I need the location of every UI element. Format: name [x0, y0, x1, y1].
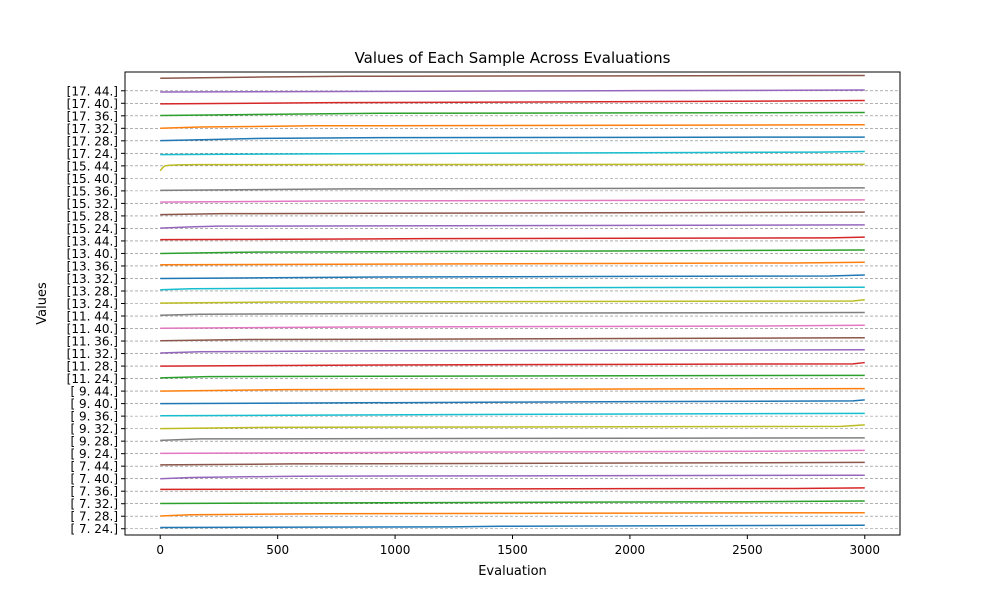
y-tick-label: [11. 32.]	[67, 347, 118, 361]
series-line-12	[160, 374, 865, 379]
y-tick-label: [15. 32.]	[67, 197, 118, 211]
x-tick-label: 0	[156, 543, 164, 557]
series-line-9	[160, 412, 865, 417]
y-tick-label: [11. 36.]	[67, 335, 118, 349]
x-axis-ticks: 0 500 1000 1500 2000 2500 3000	[156, 535, 880, 557]
y-tick-label: [ 9. 28.]	[70, 435, 118, 449]
series-line-3	[160, 487, 865, 491]
y-tick-label: [ 7. 36.]	[70, 485, 118, 499]
y-tick-label: [13. 44.]	[67, 234, 118, 248]
series-line-26	[160, 199, 865, 203]
x-tick-label: 1000	[380, 543, 411, 557]
series-line-18	[160, 299, 865, 304]
series-line-25	[160, 211, 865, 216]
y-tick-label: [15. 40.]	[67, 172, 118, 186]
series-line-31	[160, 124, 865, 130]
series-line-5	[160, 461, 865, 466]
series-line-24	[160, 224, 865, 229]
y-tick-label: [17. 44.]	[67, 84, 118, 98]
y-tick-label: [ 9. 24.]	[70, 447, 118, 461]
grid-lines	[125, 90, 900, 530]
y-tick-label: [ 9. 40.]	[70, 397, 118, 411]
y-tick-label: [13. 32.]	[67, 272, 118, 286]
y-tick-label: [ 9. 36.]	[70, 410, 118, 424]
y-tick-label: [15. 24.]	[67, 222, 118, 236]
series-line-33	[160, 99, 865, 105]
y-tick-label: [11. 24.]	[67, 372, 118, 386]
series-line-29	[160, 150, 865, 156]
y-tick-label: [11. 40.]	[67, 322, 118, 336]
y-tick-label: [ 7. 32.]	[70, 497, 118, 511]
y-tick-label: [11. 28.]	[67, 360, 118, 374]
y-tick-label: [15. 36.]	[67, 184, 118, 198]
y-tick-label: [17. 36.]	[67, 109, 118, 123]
series-line-17	[160, 311, 865, 317]
y-tick-label: [15. 28.]	[67, 209, 118, 223]
y-tick-label: [ 9. 44.]	[70, 385, 118, 399]
series-line-13	[160, 361, 865, 367]
x-tick-label: 2000	[615, 543, 646, 557]
series-line-14	[160, 349, 865, 354]
series-line-19	[160, 286, 865, 291]
series-line-6	[160, 449, 865, 455]
y-tick-label: [ 7. 40.]	[70, 472, 118, 486]
series-line-22	[160, 249, 865, 255]
y-tick-label: [11. 44.]	[67, 310, 118, 324]
series-line-1	[160, 511, 865, 517]
series-line-32	[160, 111, 865, 117]
series-line-28	[159, 163, 865, 172]
y-tick-label: [13. 36.]	[67, 259, 118, 273]
series-lines	[159, 74, 865, 529]
series-line-10	[160, 399, 865, 405]
series-line-20	[160, 274, 865, 280]
series-line-35	[160, 74, 865, 80]
y-tick-label: [17. 24.]	[67, 147, 118, 161]
series-line-21	[160, 261, 865, 266]
y-tick-label: [ 9. 32.]	[70, 422, 118, 436]
series-line-34	[160, 89, 865, 93]
series-line-23	[160, 236, 865, 241]
y-tick-label: [17. 32.]	[67, 122, 118, 136]
y-axis-ticks: [ 7. 24.][ 7. 28.][ 7. 32.][ 7. 36.][ 7.…	[67, 84, 125, 536]
series-line-2	[160, 500, 865, 505]
y-tick-label: [17. 40.]	[67, 97, 118, 111]
y-tick-label: [13. 24.]	[67, 297, 118, 311]
y-tick-label: [ 7. 28.]	[70, 510, 118, 524]
y-tick-label: [17. 28.]	[67, 134, 118, 148]
x-tick-label: 3000	[849, 543, 880, 557]
series-line-11	[160, 387, 865, 392]
y-axis-label: Values	[35, 282, 50, 325]
y-tick-label: [ 7. 24.]	[70, 522, 118, 536]
y-tick-label: [15. 44.]	[67, 159, 118, 173]
series-line-4	[160, 474, 865, 480]
x-tick-label: 500	[266, 543, 289, 557]
chart-title: Values of Each Sample Across Evaluations	[355, 49, 671, 67]
y-tick-label: [ 7. 44.]	[70, 460, 118, 474]
y-tick-label: [13. 40.]	[67, 247, 118, 261]
series-line-8	[160, 424, 865, 430]
series-line-0	[160, 524, 865, 529]
x-axis-label: Evaluation	[478, 564, 547, 579]
series-line-15	[160, 337, 865, 342]
x-tick-label: 2500	[732, 543, 763, 557]
y-tick-label: [13. 28.]	[67, 284, 118, 298]
series-line-16	[160, 324, 865, 330]
series-line-7	[160, 437, 865, 442]
series-line-27	[160, 187, 865, 192]
x-tick-label: 1500	[497, 543, 528, 557]
series-line-30	[160, 136, 865, 142]
